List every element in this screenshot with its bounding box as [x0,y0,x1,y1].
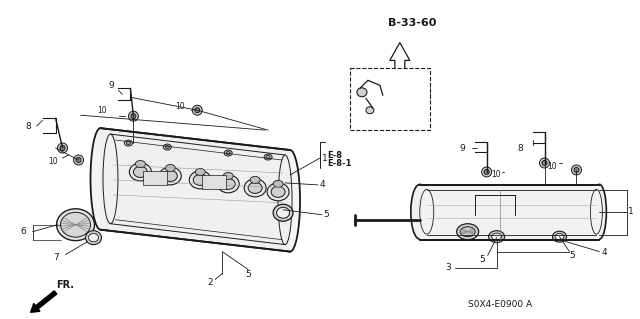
Ellipse shape [58,143,68,153]
Text: 5: 5 [480,255,486,264]
Polygon shape [390,42,410,72]
Ellipse shape [574,167,579,173]
Ellipse shape [273,204,293,221]
Ellipse shape [223,173,233,179]
Ellipse shape [244,179,266,197]
Text: 1: 1 [322,153,328,162]
Ellipse shape [366,107,374,114]
Text: B-33-60: B-33-60 [388,18,436,28]
Ellipse shape [86,231,102,245]
Ellipse shape [74,155,83,165]
Ellipse shape [273,181,283,187]
Text: 5: 5 [323,210,329,219]
Ellipse shape [555,234,564,240]
Ellipse shape [266,156,270,159]
Ellipse shape [60,145,65,151]
Ellipse shape [492,233,502,240]
Ellipse shape [76,158,81,162]
Text: 10: 10 [547,162,557,172]
Text: E-8-1: E-8-1 [327,160,351,168]
Text: 10: 10 [492,170,501,179]
Ellipse shape [482,167,492,177]
Ellipse shape [217,175,239,193]
Ellipse shape [88,234,99,242]
Text: 10: 10 [175,102,185,111]
Polygon shape [202,175,226,189]
Ellipse shape [280,150,300,252]
Ellipse shape [165,165,175,171]
Text: 5: 5 [570,251,575,260]
Ellipse shape [189,171,211,189]
Ellipse shape [136,160,145,167]
Text: 7: 7 [54,253,60,262]
Ellipse shape [572,165,581,175]
Text: 2: 2 [207,278,213,287]
Ellipse shape [357,88,367,97]
FancyArrow shape [31,291,57,312]
Ellipse shape [250,176,260,183]
Text: 10: 10 [49,158,58,167]
Ellipse shape [457,224,479,240]
Ellipse shape [542,160,547,166]
Ellipse shape [267,183,289,201]
FancyBboxPatch shape [350,68,430,130]
Text: 8: 8 [518,144,524,152]
Ellipse shape [221,178,235,189]
Ellipse shape [129,111,138,121]
Ellipse shape [129,163,152,181]
Text: S0X4-E0900 A: S0X4-E0900 A [468,300,532,309]
Polygon shape [143,171,167,185]
Polygon shape [100,128,290,252]
Text: 9: 9 [108,81,114,90]
Text: 1: 1 [628,207,634,216]
Text: E-8: E-8 [327,151,342,160]
Ellipse shape [163,170,177,182]
Text: 4: 4 [602,248,607,257]
Ellipse shape [460,227,475,237]
Ellipse shape [165,145,170,149]
Ellipse shape [271,186,285,197]
Ellipse shape [133,167,147,177]
Ellipse shape [226,152,230,154]
Ellipse shape [540,158,550,168]
Ellipse shape [61,212,90,237]
Ellipse shape [163,144,172,150]
Text: 8: 8 [26,122,31,131]
Text: 6: 6 [20,227,26,236]
Ellipse shape [56,209,95,241]
Text: FR.: FR. [56,280,75,290]
Ellipse shape [192,105,202,115]
Ellipse shape [224,150,232,156]
Ellipse shape [195,168,205,175]
Ellipse shape [127,142,131,145]
Text: 4: 4 [320,180,326,189]
Text: 10: 10 [97,106,107,115]
Text: 9: 9 [460,144,465,152]
Ellipse shape [552,231,566,242]
Ellipse shape [131,114,136,119]
Ellipse shape [411,184,429,239]
Polygon shape [420,185,600,240]
Ellipse shape [159,167,181,185]
Ellipse shape [193,174,207,185]
Ellipse shape [90,128,111,230]
Ellipse shape [124,140,132,146]
Ellipse shape [195,108,200,113]
Ellipse shape [484,169,489,174]
Ellipse shape [488,231,504,243]
Ellipse shape [248,182,262,193]
Ellipse shape [276,207,289,218]
Ellipse shape [593,184,606,239]
Ellipse shape [264,154,272,160]
Text: 3: 3 [445,263,451,272]
Text: 5: 5 [245,270,251,279]
